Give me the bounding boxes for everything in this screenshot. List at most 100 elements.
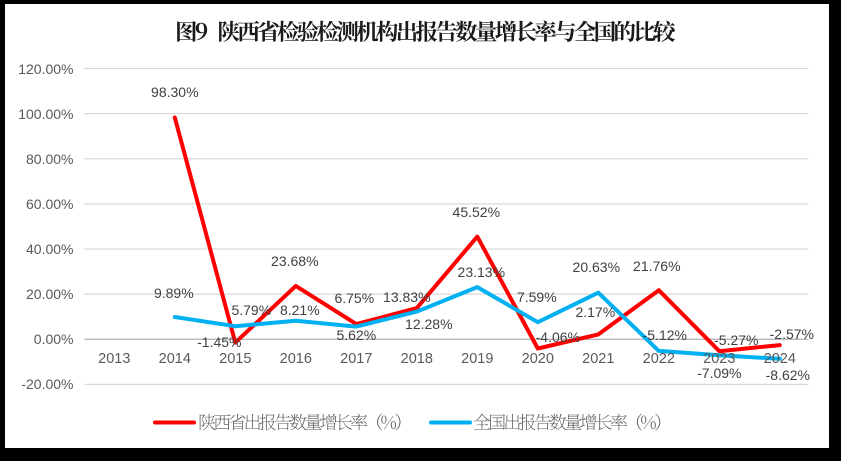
x-axis-label: 2017 bbox=[340, 351, 373, 367]
glyph bbox=[219, 20, 240, 43]
series-line-shaanxi bbox=[172, 115, 782, 354]
glyph bbox=[416, 20, 438, 43]
x-axis-label: 2023 bbox=[703, 351, 736, 367]
glyph bbox=[636, 413, 642, 431]
glyph bbox=[397, 21, 417, 42]
glyph bbox=[610, 413, 628, 431]
data-label-national-2015: 5.79% bbox=[231, 302, 272, 319]
x-axis-label: 2014 bbox=[158, 351, 191, 367]
data-label-shaanxi-2016: 23.68% bbox=[271, 252, 319, 269]
glyph bbox=[505, 414, 520, 431]
glyph bbox=[615, 20, 636, 42]
x-axis-label: 2016 bbox=[279, 351, 312, 367]
data-label-national-2019: 23.13% bbox=[457, 264, 506, 281]
data-label-national-2022: -5.12% bbox=[642, 326, 687, 343]
x-axis-label: 2019 bbox=[461, 351, 494, 367]
data-label-shaanxi-2019: 45.52% bbox=[452, 203, 501, 220]
glyph bbox=[655, 413, 661, 431]
legend-swatch-shaanxi bbox=[153, 420, 196, 425]
glyph bbox=[380, 415, 396, 430]
glyph bbox=[436, 20, 458, 42]
data-label-shaanxi-2021: 2.17% bbox=[575, 304, 616, 321]
glyph bbox=[490, 414, 506, 431]
glyph bbox=[641, 415, 656, 430]
glyph bbox=[244, 414, 260, 431]
data-label-shaanxi-2017: 6.75% bbox=[334, 290, 375, 307]
y-axis-label: 0.00% bbox=[33, 331, 74, 348]
glyph bbox=[653, 20, 676, 43]
glyph bbox=[595, 21, 616, 42]
data-label-national-2018: 12.28% bbox=[405, 315, 453, 332]
series-line-national bbox=[172, 285, 782, 361]
glyph bbox=[297, 20, 319, 42]
glyph bbox=[228, 414, 245, 431]
x-axis-label: 2018 bbox=[400, 351, 433, 367]
y-axis-label: -20.00% bbox=[21, 376, 74, 393]
glyph bbox=[199, 414, 215, 431]
glyph bbox=[519, 413, 536, 431]
glyph bbox=[473, 413, 491, 430]
data-label-shaanxi-2022: 21.76% bbox=[633, 258, 681, 275]
glyph bbox=[549, 414, 567, 431]
chart-title-glyphs bbox=[177, 20, 676, 43]
glyph bbox=[336, 21, 359, 43]
glyph bbox=[475, 20, 497, 42]
glyph bbox=[554, 20, 576, 43]
y-axis-label: 20.00% bbox=[26, 286, 74, 303]
glyph bbox=[515, 20, 537, 43]
glyph bbox=[277, 20, 300, 43]
glyph bbox=[213, 414, 230, 431]
glyph bbox=[319, 413, 337, 431]
legend-swatch-national bbox=[428, 420, 472, 425]
y-axis-label: 40.00% bbox=[26, 241, 74, 258]
glyph bbox=[495, 20, 517, 42]
glyph bbox=[376, 20, 398, 43]
glyph bbox=[580, 413, 597, 431]
glyph bbox=[350, 413, 367, 431]
y-axis-label: 80.00% bbox=[26, 150, 74, 167]
data-label-shaanxi-2020: -4.06% bbox=[535, 329, 580, 346]
glyph bbox=[335, 414, 352, 431]
chart-title bbox=[175, 20, 676, 43]
glyph bbox=[574, 20, 597, 42]
glyph bbox=[289, 414, 307, 431]
glyph bbox=[376, 413, 382, 431]
legend-label-national bbox=[473, 413, 661, 431]
data-label-national-2023: -7.09% bbox=[697, 365, 742, 382]
data-label-shaanxi-2024: -2.57% bbox=[769, 326, 814, 343]
data-label-national-2017: 5.62% bbox=[336, 326, 377, 343]
y-axis-label: 100.00% bbox=[18, 105, 74, 122]
chart-canvas: 120.00% 100.00% 80.00% 60.00% 40.00% 20.00% 0.… bbox=[5, 4, 829, 448]
data-label-shaanxi-2023: -5.27% bbox=[714, 332, 759, 349]
x-axis-label: 2021 bbox=[582, 351, 615, 367]
glyph bbox=[259, 413, 276, 431]
glyph bbox=[238, 20, 260, 42]
glyph bbox=[177, 21, 197, 42]
data-label-national-2021: 20.63% bbox=[572, 258, 621, 275]
glyph bbox=[257, 20, 279, 42]
x-axis-label: 2015 bbox=[219, 351, 252, 367]
data-label-shaanxi-2014: 98.30% bbox=[151, 84, 199, 101]
glyph bbox=[595, 414, 612, 431]
x-axis-label: 2013 bbox=[98, 351, 131, 367]
glyph bbox=[317, 20, 339, 43]
glyph bbox=[535, 20, 557, 42]
glyph bbox=[274, 414, 291, 431]
glyph bbox=[635, 21, 656, 42]
data-label-shaanxi-2018: 13.83% bbox=[383, 289, 431, 306]
legend-label-shaanxi bbox=[199, 413, 401, 431]
glyph bbox=[534, 414, 551, 431]
data-label-national-2014: 9.89% bbox=[153, 284, 194, 301]
x-axis-label: 2020 bbox=[521, 351, 554, 367]
glyph bbox=[394, 413, 401, 431]
glyph bbox=[455, 20, 478, 42]
data-label-national-2016: 8.21% bbox=[279, 301, 320, 318]
glyph bbox=[565, 414, 582, 430]
data-label-national-2024: -8.62% bbox=[765, 366, 810, 383]
glyph bbox=[356, 20, 379, 43]
glyph bbox=[304, 414, 322, 430]
glyph bbox=[195, 22, 208, 41]
